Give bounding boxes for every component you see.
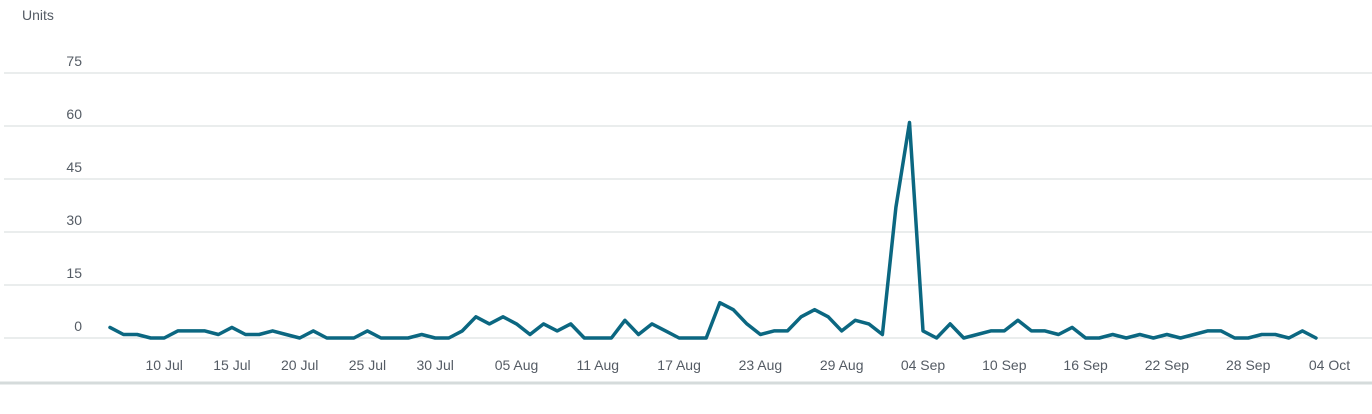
x-tick-label: 05 Aug	[495, 357, 539, 373]
series-line-0	[108, 120, 1318, 340]
x-tick-label: 10 Jul	[146, 357, 183, 373]
x-tick-label: 04 Oct	[1309, 357, 1350, 373]
y-tick-label: 60	[66, 106, 82, 122]
x-tick-label: 29 Aug	[820, 357, 864, 373]
x-tick-label: 16 Sep	[1063, 357, 1108, 373]
y-tick-label: 0	[74, 318, 82, 334]
x-tick-label: 11 Aug	[577, 357, 620, 373]
series-layer	[108, 120, 1318, 340]
x-tick-label: 22 Sep	[1145, 357, 1190, 373]
x-tick-label: 15 Jul	[213, 357, 250, 373]
x-tick-label: 25 Jul	[349, 357, 386, 373]
x-tick-label: 04 Sep	[901, 357, 946, 373]
x-tick-label: 30 Jul	[417, 357, 454, 373]
x-axis-ticks: 10 Jul 15 Jul 20 Jul 25 Jul 30 Jul 05 Aug 11 A…	[146, 357, 1351, 373]
y-tick-label: 75	[66, 53, 82, 69]
y-tick-label: 45	[66, 159, 82, 175]
y-tick-label: 15	[66, 265, 82, 281]
x-tick-label: 28 Sep	[1226, 357, 1271, 373]
x-tick-label: 20 Jul	[281, 357, 318, 373]
y-axis-ticks: 0 15 30 45 60 75	[66, 53, 82, 334]
x-tick-label: 23 Aug	[739, 357, 783, 373]
gridlines	[4, 72, 1372, 339]
y-tick-label: 30	[66, 212, 82, 228]
x-tick-label: 17 Aug	[657, 357, 701, 373]
x-tick-label: 10 Sep	[982, 357, 1027, 373]
y-axis-unit-label: Units	[22, 7, 54, 23]
